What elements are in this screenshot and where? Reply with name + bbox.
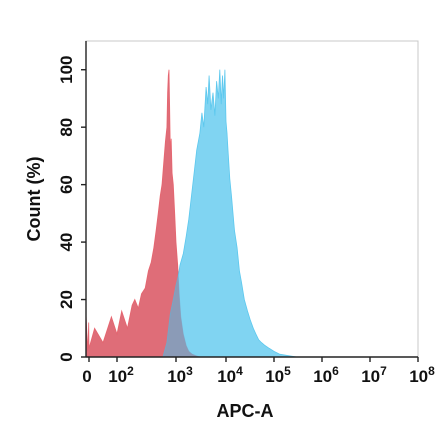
y-tick-labels: 0 20 40 60 80 100 — [57, 56, 76, 362]
x-tick-label: 105 — [265, 364, 291, 386]
x-tick-label: 103 — [167, 364, 193, 386]
y-axis-title: Count (%) — [24, 157, 44, 242]
y-tick-label: 60 — [57, 175, 76, 194]
y-tick-label: 80 — [57, 118, 76, 137]
axes-layer — [81, 41, 419, 362]
x-tick-label: 0 — [82, 367, 91, 386]
overlap-tint — [86, 69, 200, 357]
y-tick-label: 20 — [57, 290, 76, 309]
y-tick-label: 0 — [57, 352, 76, 361]
series-layer — [85, 69, 297, 358]
y-tick-label: 40 — [57, 233, 76, 252]
x-tick-label: 102 — [108, 364, 134, 386]
x-tick-label: 104 — [217, 364, 243, 386]
histogram-series-2 — [162, 69, 297, 358]
x-tick-label: 108 — [409, 364, 435, 386]
x-axis-title: APC-A — [217, 401, 274, 421]
x-tick-label: 107 — [361, 364, 387, 386]
x-tick-labels: 0 102 103 104 105 106 107 108 — [82, 364, 435, 386]
y-tick-label: 100 — [57, 56, 76, 84]
x-tick-label: 106 — [313, 364, 339, 386]
